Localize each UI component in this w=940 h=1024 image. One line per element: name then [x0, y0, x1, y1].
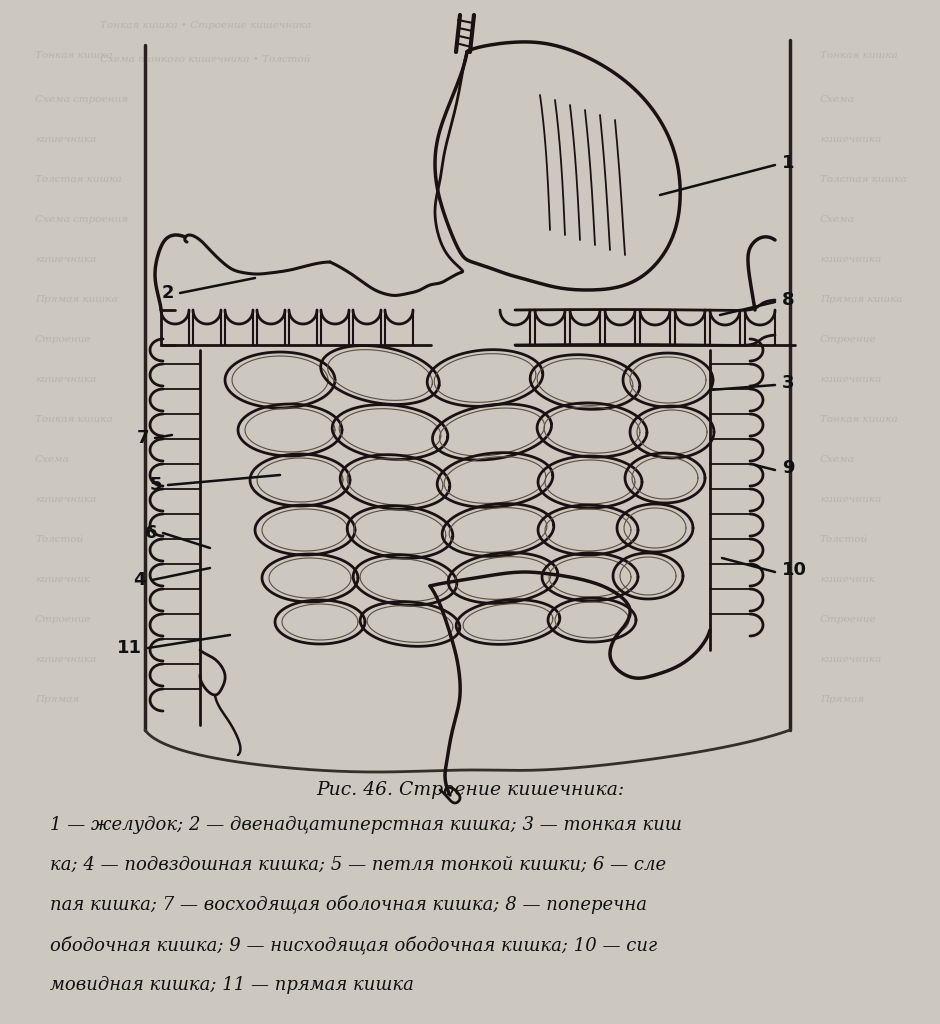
Text: ка; 4 — подвздошная кишка; 5 — петля тонкой кишки; 6 — сле: ка; 4 — подвздошная кишка; 5 — петля тон…	[50, 856, 666, 874]
Text: Толстой: Толстой	[820, 536, 869, 545]
Text: Тонкая кишка: Тонкая кишка	[820, 416, 898, 425]
Text: кишечник: кишечник	[35, 575, 90, 585]
Text: 1 — желудок; 2 — двенадцатиперстная кишка; 3 — тонкая киш: 1 — желудок; 2 — двенадцатиперстная кишк…	[50, 816, 682, 834]
Text: Толстой: Толстой	[35, 536, 84, 545]
Text: 7: 7	[136, 429, 149, 447]
Text: 4: 4	[133, 571, 146, 589]
Text: кишечника: кишечника	[820, 496, 882, 505]
Text: кишечника: кишечника	[35, 655, 96, 665]
Text: 11: 11	[117, 639, 142, 657]
Text: Тонкая кишка: Тонкая кишка	[35, 416, 113, 425]
Text: 9: 9	[782, 459, 794, 477]
Text: кишечника: кишечника	[35, 256, 96, 264]
Text: Строение: Строение	[820, 615, 876, 625]
Text: 6: 6	[145, 524, 157, 542]
Text: ободочная кишка; 9 — нисходящая ободочная кишка; 10 — сиг: ободочная кишка; 9 — нисходящая ободочна…	[50, 936, 657, 954]
Text: Схема: Схема	[35, 456, 70, 465]
Text: Прямая: Прямая	[35, 695, 79, 705]
Text: Толстая кишка: Толстая кишка	[35, 175, 122, 184]
Text: кишечника: кишечника	[820, 256, 882, 264]
Text: Тонкая кишка: Тонкая кишка	[820, 50, 898, 59]
Text: 1: 1	[782, 154, 794, 172]
Text: Прямая: Прямая	[820, 695, 864, 705]
Text: 10: 10	[782, 561, 807, 579]
Text: мовидная кишка; 11 — прямая кишка: мовидная кишка; 11 — прямая кишка	[50, 976, 414, 994]
Text: Прямая кишка: Прямая кишка	[35, 296, 118, 304]
Text: кишечника: кишечника	[35, 376, 96, 384]
Text: Строение: Строение	[820, 336, 876, 344]
Text: пая кишка; 7 — восходящая оболочная кишка; 8 — поперечна: пая кишка; 7 — восходящая оболочная кишк…	[50, 896, 647, 914]
Text: кишечника: кишечника	[820, 135, 882, 144]
Text: Тонкая кишка: Тонкая кишка	[35, 50, 113, 59]
Text: Рис. 46. Строение кишечника:: Рис. 46. Строение кишечника:	[316, 781, 624, 799]
Text: Толстая кишка: Толстая кишка	[820, 175, 907, 184]
Text: Схема строения: Схема строения	[35, 95, 128, 104]
Text: Схема: Схема	[820, 456, 854, 465]
Text: Схема тонкого кишечника • Толстой: Схема тонкого кишечника • Толстой	[100, 55, 310, 65]
Text: кишечника: кишечника	[35, 135, 96, 144]
Text: 8: 8	[782, 291, 794, 309]
Text: Схема: Схема	[820, 215, 854, 224]
Text: 5: 5	[149, 476, 162, 494]
Text: кишечника: кишечника	[820, 655, 882, 665]
Text: Прямая кишка: Прямая кишка	[820, 296, 902, 304]
Text: 3: 3	[782, 374, 794, 392]
Text: кишечник: кишечник	[820, 575, 875, 585]
Text: Тонкая кишка • Строение кишечника: Тонкая кишка • Строение кишечника	[100, 20, 311, 30]
Text: Схема: Схема	[820, 95, 854, 104]
Text: Строение: Строение	[35, 336, 91, 344]
Text: Схема строения: Схема строения	[35, 215, 128, 224]
Text: кишечника: кишечника	[35, 496, 96, 505]
Text: Строение: Строение	[35, 615, 91, 625]
Text: кишечника: кишечника	[820, 376, 882, 384]
Text: 2: 2	[162, 284, 174, 302]
